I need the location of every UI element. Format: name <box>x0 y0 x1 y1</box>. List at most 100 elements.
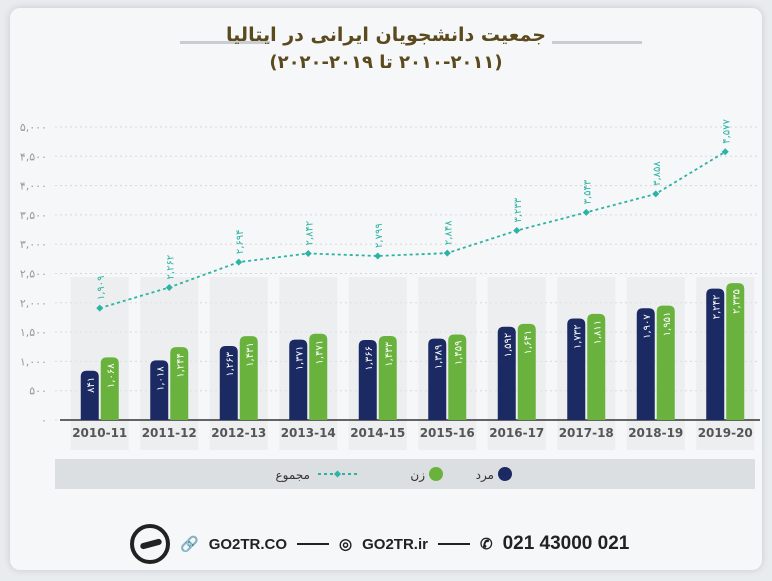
total-point <box>652 190 660 198</box>
title-divider-right <box>552 41 642 44</box>
y-tick-label: ۱,۵۰۰ <box>20 326 47 339</box>
men-bar <box>289 339 308 420</box>
total-point <box>374 252 382 260</box>
total-point <box>721 148 729 156</box>
instagram-link[interactable]: GO2TR.ir <box>362 535 428 553</box>
x-tick-label: 2018-19 <box>628 426 683 440</box>
men-bar <box>636 308 655 420</box>
y-tick-label: ۱,۰۰۰ <box>20 355 47 368</box>
women-bar <box>170 347 189 420</box>
column-background <box>696 277 755 450</box>
men-value-label: ۱,۳۷۱ <box>294 346 305 371</box>
men-value-label: ۱,۲۶۳ <box>225 351 236 376</box>
column-background <box>209 277 268 450</box>
total-point <box>165 283 173 291</box>
total-value-label: ۱,۹۰۹ <box>96 275 107 300</box>
x-tick-label: 2012-13 <box>211 426 266 440</box>
link-icon: 🔗 <box>180 536 199 553</box>
legend-band <box>55 459 755 489</box>
column-background <box>348 277 407 450</box>
total-point <box>582 208 590 216</box>
footer-separator <box>437 543 470 545</box>
total-value-label: ۲,۸۴۲ <box>304 221 315 246</box>
total-point <box>513 227 521 235</box>
y-tick-label: ۵۰۰ <box>29 385 47 398</box>
men-bar <box>80 370 99 420</box>
women-value-label: ۱,۴۳۳ <box>384 341 395 366</box>
total-point <box>443 249 451 257</box>
women-value-label: ۲,۳۳۵ <box>731 289 742 314</box>
men-value-label: ۸۴۱ <box>86 377 97 393</box>
men-value-label: ۱,۷۳۲ <box>572 325 583 350</box>
y-tick-label: ۲,۰۰۰ <box>20 297 47 310</box>
y-tick-label: ۵,۰۰۰ <box>20 121 47 134</box>
men-value-label: ۱,۳۶۶ <box>364 346 375 371</box>
legend-total-label: مجموع <box>276 468 310 483</box>
women-bar <box>517 323 536 420</box>
women-bar <box>309 333 328 420</box>
total-line <box>99 151 726 309</box>
x-tick-label: 2015-16 <box>420 426 475 440</box>
women-value-label: ۱,۴۷۱ <box>314 340 325 365</box>
website-link[interactable]: GO2TR.CO <box>208 535 288 553</box>
total-value-label: ۴,۵۷۷ <box>721 118 732 143</box>
women-value-label: ۱,۴۳۱ <box>245 342 256 367</box>
title-divider-left <box>180 41 270 44</box>
y-tick-label: ۲,۵۰۰ <box>20 268 47 281</box>
chart-title: جمعیت دانشجویان ایرانی در ایتالیا <box>226 24 546 46</box>
men-bar <box>497 326 516 420</box>
total-value-label: ۳,۸۵۸ <box>652 161 663 186</box>
women-bar <box>448 334 467 420</box>
legend-men-swatch <box>498 467 512 481</box>
women-value-label: ۱,۲۴۴ <box>175 353 186 378</box>
men-bar <box>150 360 169 420</box>
x-tick-label: 2019-20 <box>698 426 753 440</box>
women-value-label: ۱,۶۴۱ <box>523 330 534 355</box>
women-value-label: ۱,۸۱۱ <box>592 320 603 345</box>
total-value-label: ۳,۵۴۳ <box>582 179 593 204</box>
x-tick-label: 2010-11 <box>72 426 127 440</box>
footer-separator <box>297 543 330 545</box>
total-value-label: ۲,۶۹۴ <box>235 229 246 254</box>
total-value-label: ۲,۲۶۲ <box>165 255 176 280</box>
total-value-label: ۳,۲۳۳ <box>513 197 524 222</box>
women-value-label: ۱,۹۵۱ <box>662 312 673 337</box>
y-tick-label: ۴,۵۰۰ <box>20 150 47 163</box>
men-bar <box>219 345 238 420</box>
women-bar <box>726 283 745 420</box>
y-tick-label: ۳,۰۰۰ <box>20 238 47 251</box>
women-bar <box>100 357 119 420</box>
men-value-label: ۱,۹۰۷ <box>642 314 653 339</box>
legend-women-label: زن <box>410 468 425 483</box>
men-bar <box>358 339 377 420</box>
column-background <box>418 277 477 450</box>
column-background <box>487 277 546 450</box>
column-background <box>626 277 685 450</box>
y-tick-label: ۴,۰۰۰ <box>20 180 47 193</box>
total-value-label: ۲,۷۹۹ <box>374 223 385 248</box>
men-value-label: ۲,۲۴۲ <box>711 295 722 320</box>
men-bar <box>706 288 725 420</box>
chart-subtitle: (۲۰۱۰-۲۰۱۱ تا ۲۰۱۹-۲۰۲۰) <box>269 52 503 73</box>
women-bar <box>587 313 606 420</box>
column-background <box>279 277 338 450</box>
men-value-label: ۱,۵۹۲ <box>503 333 514 358</box>
go2tr-logo-icon <box>130 524 170 564</box>
x-tick-label: 2014-15 <box>350 426 405 440</box>
women-value-label: ۱,۰۶۸ <box>106 363 117 388</box>
phone-number[interactable]: 021 43000 021 <box>502 533 630 554</box>
men-value-label: ۱,۳۸۹ <box>433 345 444 370</box>
column-background <box>557 277 616 450</box>
column-background <box>140 277 199 450</box>
legend-men-label: مرد <box>476 468 494 483</box>
men-value-label: ۱,۰۱۸ <box>155 366 166 391</box>
total-point <box>235 258 243 266</box>
footer: 🔗 GO2TR.CO ◎ GO2TR.ir ✆ 021 43000 021 <box>130 524 629 564</box>
instagram-icon: ◎ <box>339 536 353 553</box>
men-bar <box>567 318 586 420</box>
total-value-label: ۲,۸۴۸ <box>443 220 454 245</box>
phone-icon: ✆ <box>479 536 493 553</box>
y-tick-label: ۰ <box>41 414 47 427</box>
total-point <box>96 304 104 312</box>
